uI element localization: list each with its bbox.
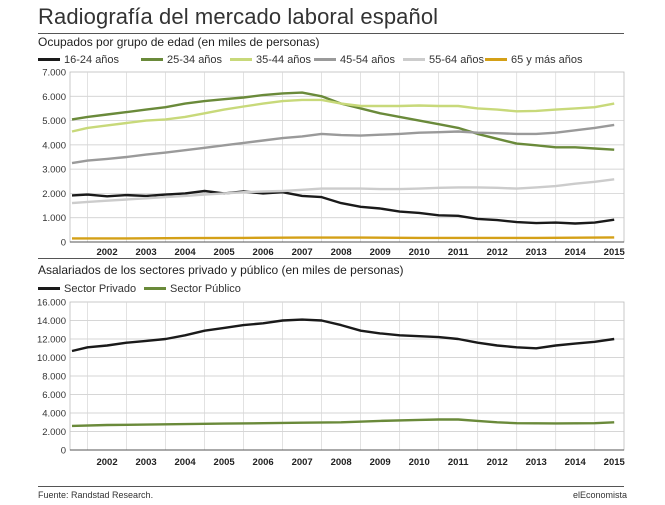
- legend-swatch: [144, 286, 166, 290]
- y-tick-label: 3.000: [42, 165, 66, 176]
- plot-frame: [69, 71, 625, 243]
- x-tick-label: 2004: [175, 457, 197, 468]
- chart2-title: Asalariados de los sectores privado y pú…: [38, 263, 404, 277]
- x-tick-label: 2010: [409, 247, 430, 258]
- x-tick-label: 2002: [96, 247, 117, 258]
- legend-item: 35-44 años: [230, 54, 311, 66]
- legend-item: Sector Privado: [38, 283, 136, 295]
- chart1-title: Ocupados por grupo de edad (en miles de …: [38, 35, 320, 49]
- y-tick-label: 8.000: [42, 372, 66, 383]
- legend-label: 35-44 años: [256, 54, 312, 66]
- x-tick-label: 2014: [565, 247, 587, 258]
- y-tick-label: 14.000: [37, 316, 66, 327]
- x-tick-label: 2009: [370, 247, 391, 258]
- x-tick-label: 2009: [370, 457, 391, 468]
- y-tick-label: 6.000: [42, 390, 66, 401]
- x-tick-label: 2007: [292, 247, 313, 258]
- legend-item: 25-34 años: [141, 54, 222, 66]
- legend-swatch: [141, 57, 163, 61]
- footer-rule: [38, 486, 624, 487]
- x-tick-label: 2013: [526, 247, 547, 258]
- x-tick-label: 2004: [175, 247, 197, 258]
- y-tick-label: 7.000: [42, 68, 66, 79]
- x-tick-label: 2008: [331, 457, 352, 468]
- x-tick-label: 2008: [331, 247, 352, 258]
- brand-label: elEconomista: [572, 490, 627, 500]
- x-tick-label: 2005: [214, 457, 236, 468]
- x-tick-label: 2011: [448, 247, 469, 258]
- y-tick-label: 16.000: [37, 298, 66, 309]
- legend-label: 16-24 años: [64, 54, 120, 66]
- legend-label: 25-34 años: [167, 54, 223, 66]
- legend-item: 16-24 años: [38, 54, 119, 66]
- source-note: Fuente: Randstad Research.: [38, 490, 154, 500]
- legend-label: 45-54 años: [340, 54, 396, 66]
- x-tick-label: 2005: [214, 247, 236, 258]
- chart-2: 0 2.000 4.000 6.000 8.000 10.000 12.000 14.000 1…: [37, 298, 626, 469]
- section-rule: [38, 258, 624, 259]
- legend-swatch: [38, 57, 60, 61]
- x-tick-label: 2012: [487, 247, 508, 258]
- title-rule: [38, 33, 624, 34]
- series-line-1: [71, 318, 615, 353]
- legend-label: 55-64 años: [429, 54, 485, 66]
- y-tick-label: 4.000: [42, 409, 66, 420]
- chart-1: 0 1.000 2.000 3.000 4.000 5.000 6.000 7.000 2002…: [42, 68, 625, 259]
- x-tick-label: 2013: [526, 457, 547, 468]
- x-tick-label: 2011: [448, 457, 469, 468]
- page-title: Radiografía del mercado laboral español: [38, 4, 439, 29]
- legend-swatch: [230, 57, 252, 61]
- series-line-3: [71, 98, 615, 133]
- x-tick-label: 2015: [604, 247, 626, 258]
- x-tick-label: 2003: [136, 457, 157, 468]
- x-tick-label: 2007: [292, 457, 313, 468]
- x-tick-label: 2003: [136, 247, 157, 258]
- series-line-2: [71, 418, 615, 428]
- series-line-5: [71, 178, 615, 205]
- series-line-1: [71, 189, 615, 225]
- series-line-6: [72, 236, 615, 240]
- y-tick-label: 1.000: [42, 213, 66, 224]
- y-tick-label: 4.000: [42, 140, 66, 151]
- legend-swatch: [38, 286, 60, 290]
- x-tick-label: 2014: [565, 457, 587, 468]
- x-tick-label: 2015: [604, 457, 626, 468]
- legend-swatch: [403, 57, 425, 61]
- y-tick-label: 0: [61, 446, 66, 457]
- y-tick-label: 6.000: [42, 92, 66, 103]
- y-tick-label: 0: [61, 238, 66, 249]
- x-tick-label: 2006: [253, 247, 274, 258]
- legend-item: 45-54 años: [314, 54, 395, 66]
- legend-item: 65 y más años: [485, 54, 583, 66]
- y-tick-label: 2.000: [42, 427, 66, 438]
- y-tick-label: 10.000: [37, 353, 66, 364]
- legend-item: 55-64 años: [403, 54, 484, 66]
- x-tick-label: 2012: [487, 457, 508, 468]
- legend-label: Sector Público: [170, 283, 241, 295]
- legend-swatch: [314, 57, 336, 61]
- legend-label: 65 y más años: [511, 54, 583, 66]
- y-tick-label: 2.000: [42, 189, 66, 200]
- legend-swatch: [485, 57, 507, 61]
- legend-label: Sector Privado: [64, 283, 137, 295]
- x-tick-label: 2010: [409, 457, 430, 468]
- y-tick-label: 12.000: [37, 335, 66, 346]
- series-line-4: [71, 123, 615, 165]
- legend-item: Sector Público: [144, 283, 241, 295]
- x-tick-label: 2006: [253, 457, 274, 468]
- y-tick-label: 5.000: [42, 116, 66, 127]
- x-tick-label: 2002: [96, 457, 117, 468]
